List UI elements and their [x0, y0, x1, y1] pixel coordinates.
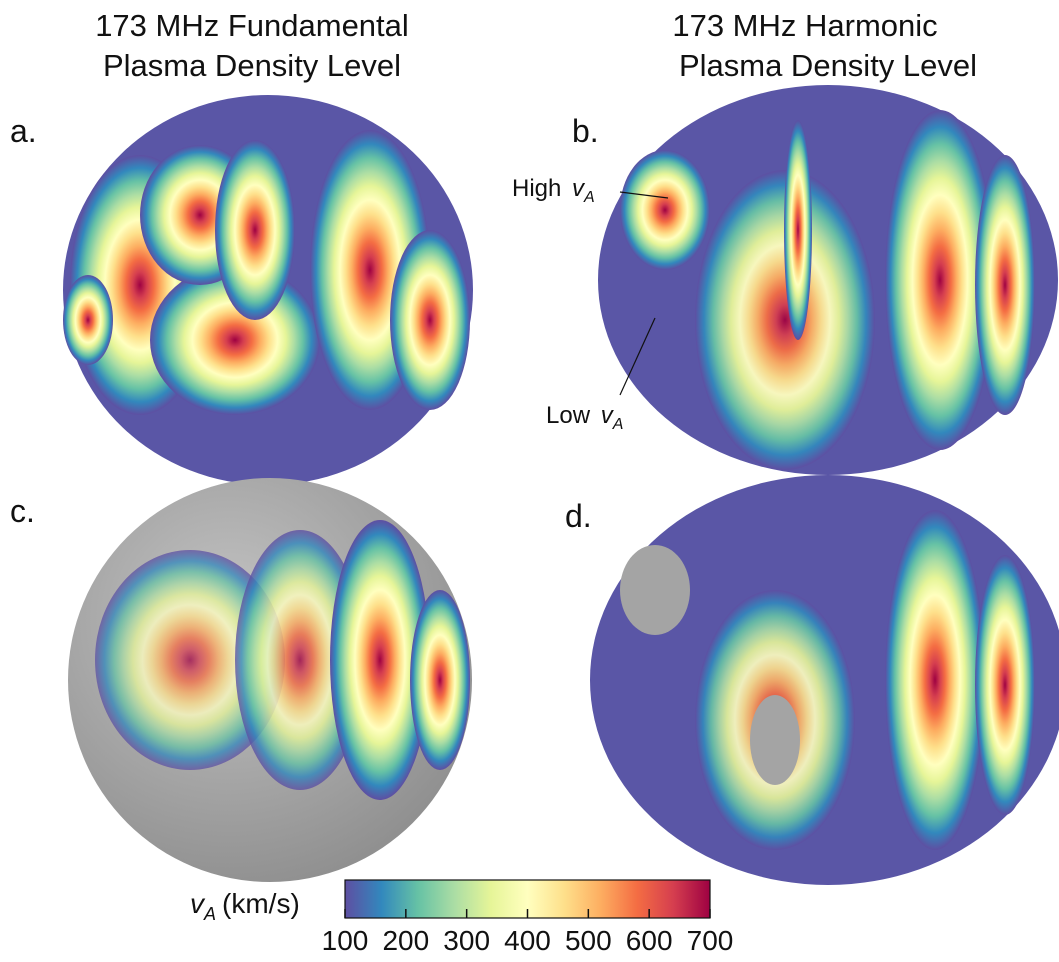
surface-render: [590, 475, 1059, 885]
annotation-leader: [619, 191, 669, 199]
colorbar-tick-label: 700: [687, 925, 734, 956]
annotation-text: Low: [546, 402, 591, 429]
colorbar-symbol: v: [190, 888, 206, 919]
colorbar-tick-label: 600: [626, 925, 673, 956]
colorbar-tick-label: 400: [504, 925, 551, 956]
annotation-subscript: A: [583, 189, 595, 206]
annotation: High vA: [512, 175, 595, 206]
annotation-text: High: [512, 175, 561, 202]
panel-label: c.: [10, 493, 35, 529]
panel-label: b.: [572, 113, 599, 149]
panel-label: d.: [565, 498, 592, 534]
annotation-leader: [619, 317, 656, 396]
column-title: Plasma Density Level: [103, 48, 401, 83]
colorbar-subscript: A: [203, 904, 216, 924]
colorbar-tick-label: 300: [443, 925, 490, 956]
colorbar-ticks: 100 200 300 400 500 600 700: [322, 909, 734, 956]
column-title: 173 MHz Harmonic: [672, 8, 937, 43]
annotation-symbol: v: [601, 402, 615, 429]
annotation-subscript: A: [612, 416, 624, 433]
annotation: Low vA: [546, 402, 623, 433]
surface-render: [63, 95, 473, 485]
colorbar-tick-label: 100: [322, 925, 369, 956]
colorbar-tick-label: 200: [382, 925, 429, 956]
colorbar-unit: (km/s): [222, 888, 300, 919]
panel-label: a.: [10, 113, 37, 149]
colorbar-tick-label: 500: [565, 925, 612, 956]
surface-render: [598, 85, 1058, 475]
column-title: 173 MHz Fundamental: [95, 8, 409, 43]
annotation-symbol: v: [572, 175, 586, 202]
colorbar-label: vA (km/s): [190, 888, 300, 924]
surface-render: [68, 478, 472, 882]
column-title: Plasma Density Level: [679, 48, 977, 83]
